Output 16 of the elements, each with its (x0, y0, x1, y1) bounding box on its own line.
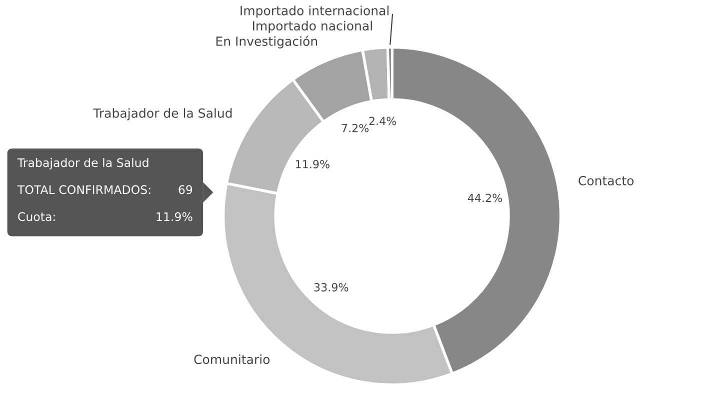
data-label: 7.2% (342, 124, 369, 132)
text: 11.9% (156, 212, 192, 222)
slice-label: Contacto (578, 176, 634, 186)
slice-label: Importado internacional (240, 6, 389, 18)
text: 69 (178, 185, 192, 194)
text: TOTAL CONFIRMADOS: (17, 185, 150, 194)
data-label: 44.2% (468, 194, 502, 202)
slice-label: Trabajador de la Salud (93, 108, 232, 120)
slice-label: Importado nacional (252, 20, 372, 33)
data-label: 2.4% (369, 116, 396, 126)
slice-label: En Investigación (216, 36, 318, 48)
data-label: 33.9% (314, 283, 348, 292)
text: Trabajador de la Salud (17, 158, 148, 170)
text: Cuota: (18, 212, 55, 222)
slice-label: Comunitario (194, 354, 270, 364)
data-label: 11.9% (296, 160, 330, 168)
